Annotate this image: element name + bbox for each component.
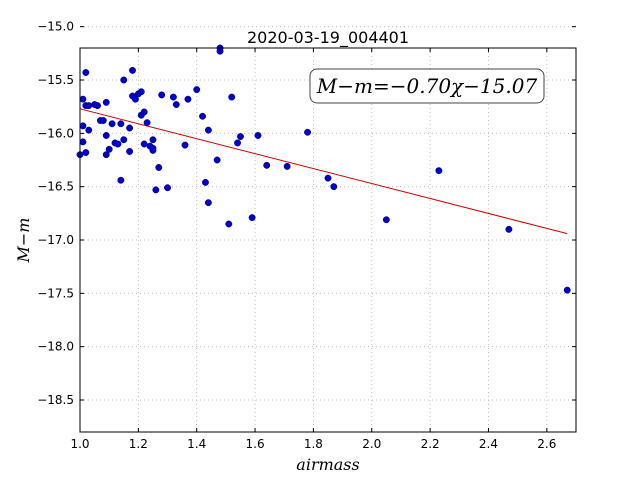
x-tick-label: 2.6: [537, 437, 556, 451]
data-points: [76, 44, 571, 294]
y-tick-label: −16.5: [37, 180, 74, 194]
data-point: [120, 76, 128, 84]
data-point: [102, 132, 110, 139]
data-point: [248, 214, 256, 222]
y-tick-label: −16.0: [37, 126, 74, 140]
data-point: [140, 108, 148, 116]
data-point: [102, 151, 110, 159]
data-point: [149, 146, 157, 154]
data-point: [82, 149, 90, 156]
data-point: [216, 47, 224, 55]
x-tick-label: 1.4: [187, 437, 206, 451]
data-point: [228, 93, 236, 101]
y-tick-label: −18.5: [37, 393, 74, 407]
x-tick-labels: 1.0 1.2 1.4 1.6 1.8 2.0 2.2 2.4 2.6: [70, 437, 556, 451]
data-point: [382, 216, 390, 224]
data-point: [79, 95, 87, 103]
data-point: [283, 162, 291, 170]
data-point: [330, 183, 338, 191]
data-point: [85, 126, 93, 134]
data-point: [435, 167, 443, 175]
x-tick-label: 2.0: [362, 437, 381, 451]
y-axis-label: M−m: [14, 218, 33, 264]
fit-equation-box: M−m=−0.70χ−15.07: [309, 68, 545, 104]
data-point: [202, 178, 209, 186]
data-point: [225, 220, 233, 228]
fit-line-layer: [79, 108, 568, 235]
y-tick-label: −17.0: [37, 233, 74, 247]
data-point: [169, 93, 177, 101]
data-point: [108, 120, 116, 128]
data-point: [149, 136, 157, 144]
data-point: [129, 66, 136, 74]
x-tick-label: 2.4: [479, 437, 498, 451]
axis-ticks: [79, 26, 576, 432]
y-tick-label: −15.5: [37, 73, 74, 87]
data-point: [102, 98, 110, 106]
data-point: [199, 112, 206, 120]
data-point: [152, 186, 160, 194]
y-tick-labels: −15.0 −15.5 −16.0 −16.5 −17.0 −17.5 −18.0 −18.5: [37, 20, 74, 407]
data-point: [94, 102, 101, 110]
data-point: [254, 132, 262, 139]
data-point: [234, 139, 242, 147]
y-tick-label: −17.5: [37, 286, 74, 300]
data-point: [193, 86, 201, 94]
data-point: [181, 141, 189, 149]
data-point: [120, 136, 128, 144]
y-tick-label: −18.0: [37, 340, 74, 354]
grid-lines: [79, 26, 576, 432]
data-point: [184, 95, 192, 103]
data-point: [563, 286, 571, 294]
data-point: [117, 176, 125, 184]
data-point: [237, 133, 244, 140]
x-tick-label: 2.2: [421, 437, 440, 451]
data-point: [213, 156, 221, 164]
y-tick-label: −15.0: [37, 20, 74, 34]
data-point: [114, 140, 122, 148]
data-point: [105, 145, 113, 153]
data-point: [126, 148, 134, 155]
data-point: [82, 69, 90, 76]
data-point: [155, 164, 163, 171]
fit-line: [79, 108, 568, 235]
data-point: [117, 120, 125, 128]
x-axis-label: airmass: [296, 455, 359, 474]
equation-box-frame: [309, 68, 545, 104]
data-point: [158, 91, 166, 99]
data-point: [99, 117, 107, 124]
data-point: [505, 225, 513, 233]
data-point: [164, 184, 171, 192]
data-point: [79, 138, 87, 146]
x-tick-label: 1.0: [70, 437, 89, 451]
data-point: [263, 161, 271, 169]
data-point: [172, 101, 180, 108]
data-point: [131, 95, 139, 103]
data-point: [204, 199, 212, 207]
data-point: [126, 124, 134, 132]
fit-equation: M−m=−0.70χ−15.07: [316, 74, 538, 98]
data-point: [143, 119, 151, 127]
x-tick-label: 1.8: [304, 437, 323, 451]
data-point: [204, 126, 212, 134]
x-tick-label: 1.6: [246, 437, 265, 451]
x-tick-label: 1.2: [129, 437, 148, 451]
data-point: [324, 174, 332, 182]
data-point: [79, 122, 87, 130]
data-point: [137, 88, 145, 96]
data-point: [85, 102, 93, 110]
chart-title: 2020-03-19_004401: [247, 28, 409, 48]
data-point: [304, 128, 312, 136]
data-point: [140, 140, 148, 148]
